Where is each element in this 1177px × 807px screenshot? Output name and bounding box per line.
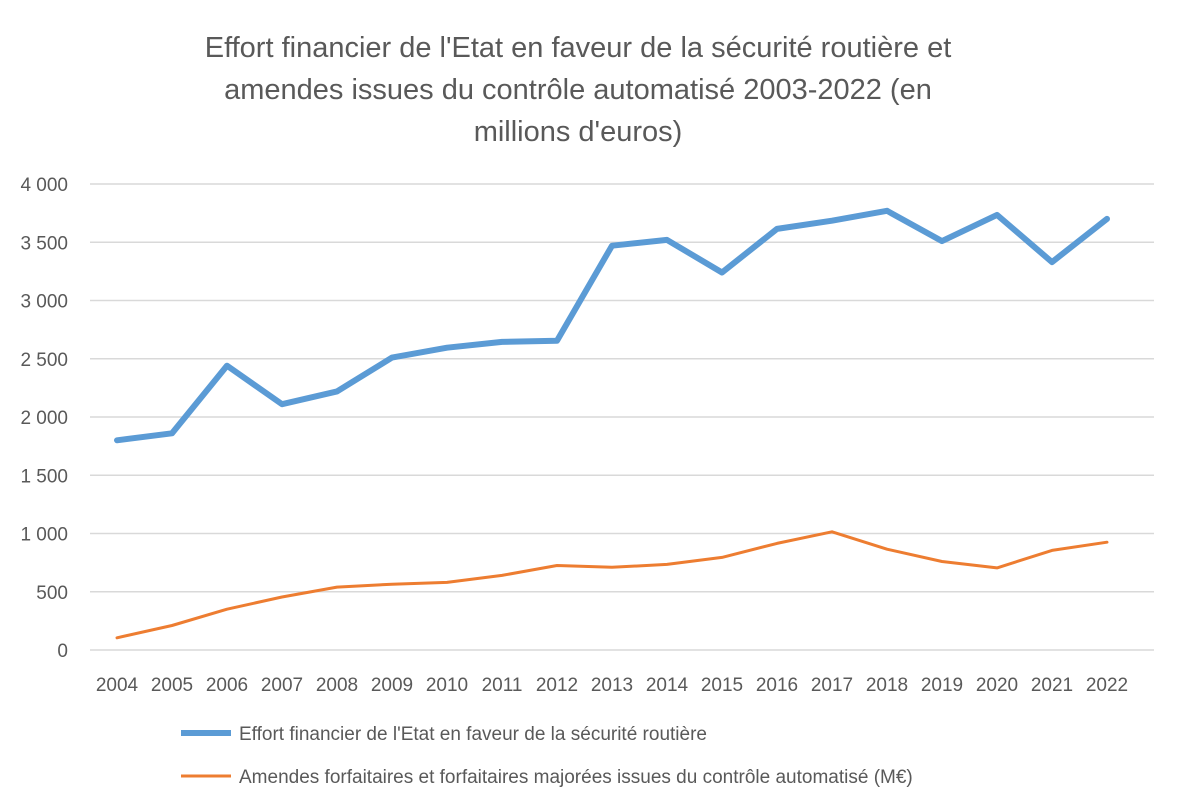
y-tick-label: 2 000	[20, 408, 68, 429]
y-tick-label: 4 000	[20, 175, 68, 196]
y-tick-label: 500	[36, 583, 68, 604]
x-tick-label: 2018	[866, 675, 908, 696]
x-tick-label: 2015	[701, 675, 743, 696]
chart-title-line-1: Effort financier de l'Etat en faveur de …	[205, 32, 952, 64]
series-line-amendes	[115, 530, 1109, 640]
y-tick-label: 1 000	[20, 525, 68, 546]
y-axis: 0 500 1 000 1 500 2 000 2 500 3 000 3 500 4 000	[20, 175, 68, 662]
chart-title-line-3: millions d'euros)	[474, 116, 683, 148]
y-tick-label: 2 500	[20, 350, 68, 371]
x-tick-label: 2013	[591, 675, 633, 696]
x-tick-label: 2020	[976, 675, 1018, 696]
legend-label-amendes: Amendes forfaitaires et forfaitaires maj…	[239, 767, 913, 788]
x-tick-label: 2007	[261, 675, 303, 696]
x-tick-label: 2021	[1031, 675, 1073, 696]
legend-label-effort: Effort financier de l'Etat en faveur de …	[239, 724, 707, 745]
chart-title: Effort financier de l'Etat en faveur de …	[205, 32, 952, 148]
gridlines	[90, 183, 1154, 651]
y-tick-label: 3 500	[20, 233, 68, 254]
x-tick-label: 2022	[1086, 675, 1128, 696]
y-tick-label: 0	[57, 641, 68, 662]
x-tick-label: 2011	[482, 675, 523, 696]
y-tick-label: 3 000	[20, 292, 68, 313]
x-tick-label: 2009	[371, 675, 413, 696]
x-tick-label: 2010	[426, 675, 468, 696]
x-tick-label: 2012	[536, 675, 578, 696]
x-tick-label: 2019	[921, 675, 963, 696]
x-tick-label: 2005	[151, 675, 193, 696]
x-tick-label: 2014	[646, 675, 689, 696]
legend: Effort financier de l'Etat en faveur de …	[181, 724, 913, 788]
y-tick-label: 1 500	[20, 466, 68, 487]
series-lines	[114, 207, 1110, 640]
chart-title-line-2: amendes issues du contrôle automatisé 20…	[224, 74, 932, 106]
x-tick-label: 2017	[811, 675, 853, 696]
series-line-effort	[114, 207, 1110, 444]
x-tick-label: 2004	[96, 675, 139, 696]
x-axis: 2004 2005 2006 2007 2008 2009 2010 2011 2012 2013…	[96, 675, 1128, 696]
x-tick-label: 2008	[316, 675, 358, 696]
x-tick-label: 2016	[756, 675, 798, 696]
x-tick-label: 2006	[206, 675, 248, 696]
